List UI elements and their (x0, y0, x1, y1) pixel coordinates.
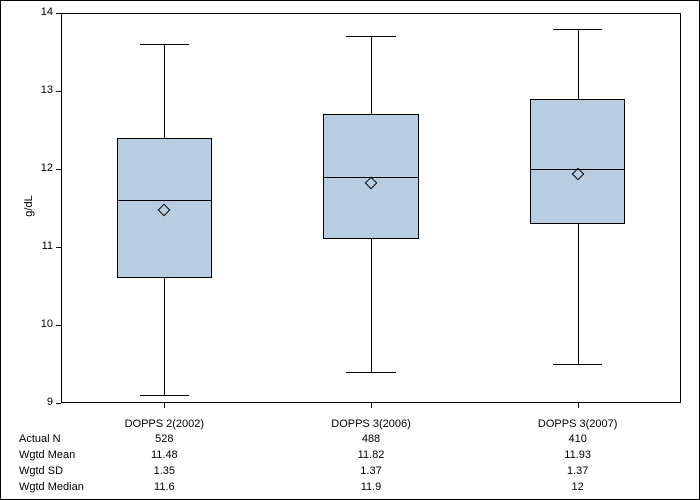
y-tick-label: 13 (23, 84, 53, 96)
y-axis-label: g/dL (23, 186, 35, 226)
y-tick (56, 169, 61, 170)
y-tick (56, 13, 61, 14)
whisker-cap-upper (553, 29, 603, 30)
y-tick-label: 9 (23, 396, 53, 408)
whisker-lower (371, 239, 372, 372)
y-tick (56, 91, 61, 92)
median-line (117, 200, 212, 201)
x-tick (164, 403, 165, 408)
stats-row-label: Wgtd Mean (19, 449, 75, 461)
stats-cell: 410 (568, 433, 586, 445)
stats-cell: 1.35 (154, 465, 175, 477)
y-tick-label: 14 (23, 6, 53, 18)
stats-row-label: Actual N (19, 433, 61, 445)
whisker-cap-upper (140, 44, 190, 45)
whisker-cap-upper (346, 36, 396, 37)
chart-container: g/dL 9 10 11 12 13 14 DOPPS 2(2002) DOPPS 3(200… (0, 0, 700, 500)
stats-cell: 12 (572, 481, 584, 493)
stats-row-label: Wgtd Median (19, 481, 84, 493)
y-tick-label: 12 (23, 162, 53, 174)
stats-row-label: Wgtd SD (19, 465, 63, 477)
stats-cell: 11.82 (358, 449, 385, 461)
stats-cell: 488 (362, 433, 380, 445)
whisker-lower (578, 224, 579, 364)
category-label: DOPPS 3(2007) (538, 418, 617, 430)
category-label: DOPPS 3(2006) (331, 418, 410, 430)
x-tick (578, 403, 579, 408)
x-tick (371, 403, 372, 408)
stats-cell: 528 (155, 433, 173, 445)
whisker-cap-lower (553, 364, 603, 365)
stats-cell: 11.6 (154, 481, 175, 493)
y-tick-label: 10 (23, 318, 53, 330)
whisker-upper (164, 44, 165, 138)
stats-cell: 11.9 (361, 481, 382, 493)
whisker-cap-lower (346, 372, 396, 373)
category-label: DOPPS 2(2002) (125, 418, 204, 430)
stats-cell: 1.37 (567, 465, 588, 477)
y-tick (56, 403, 61, 404)
stats-cell: 11.48 (151, 449, 178, 461)
stats-cell: 1.37 (360, 465, 381, 477)
whisker-cap-lower (140, 395, 190, 396)
whisker-upper (578, 29, 579, 99)
y-tick (56, 247, 61, 248)
y-tick-label: 11 (23, 240, 53, 252)
whisker-lower (164, 278, 165, 395)
stats-cell: 11.93 (564, 449, 591, 461)
y-tick (56, 325, 61, 326)
box (530, 99, 625, 224)
whisker-upper (371, 36, 372, 114)
